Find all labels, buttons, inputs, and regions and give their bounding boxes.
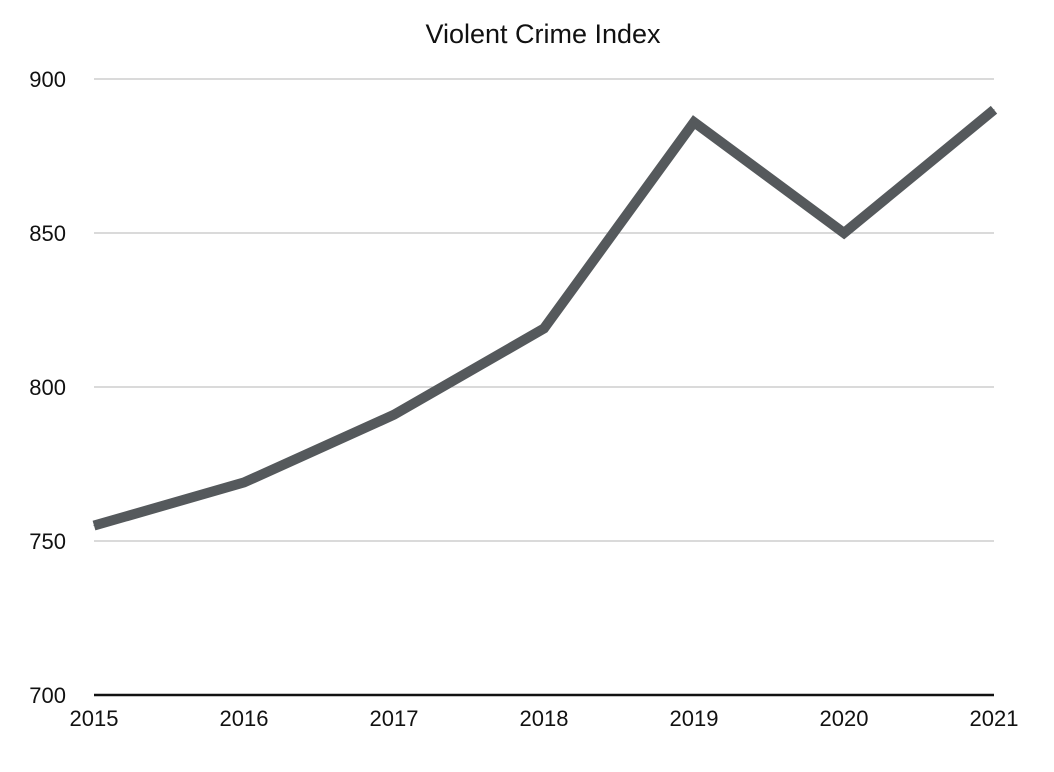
x-tick-label: 2015 [70,706,119,731]
x-tick-label: 2020 [820,706,869,731]
data-point [543,327,545,329]
chart-title: Violent Crime Index [425,19,661,49]
data-point [93,525,95,527]
x-tick-label: 2017 [370,706,419,731]
y-axis-ticks: 700 750 800 850 900 [29,67,66,708]
y-tick-label: 750 [29,529,66,554]
y-tick-label: 850 [29,221,66,246]
x-tick-label: 2019 [670,706,719,731]
series-group [92,105,998,531]
x-tick-label: 2018 [520,706,569,731]
x-tick-label: 2016 [220,706,269,731]
data-point [693,121,695,123]
y-tick-label: 700 [29,683,66,708]
series-line [92,105,998,531]
data-point [993,109,995,111]
data-point [393,414,395,416]
data-point [243,481,245,483]
x-tick-label: 2021 [970,706,1019,731]
gridlines [94,78,994,542]
data-point [843,232,845,234]
y-tick-label: 900 [29,67,66,92]
y-tick-label: 800 [29,375,66,400]
x-axis-ticks: 2015 2016 2017 2018 2019 2020 2021 [70,706,1019,731]
